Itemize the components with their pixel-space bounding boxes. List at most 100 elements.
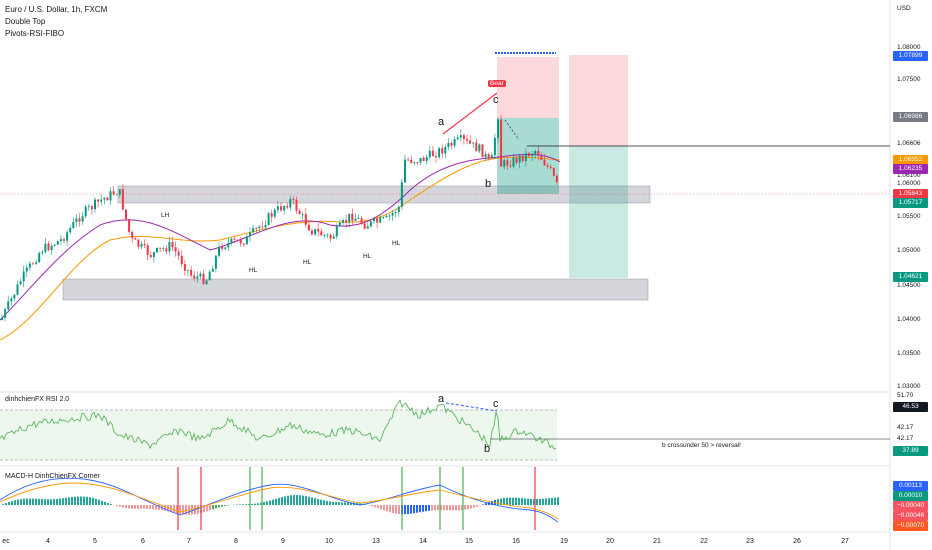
candle [25,267,28,272]
macd-bar [323,500,325,505]
candle [143,243,146,246]
price-tick: 1.03000 [897,383,921,390]
price-tag-ma-fast: 1.06235 [893,164,928,174]
candle [261,226,264,228]
candle [270,213,273,217]
macd-bar [110,504,112,505]
support-zone-lower[interactable] [62,278,649,301]
macd-bar [221,505,223,507]
candle [125,209,127,220]
candle [280,206,282,211]
candle [193,275,196,279]
macd-bar [431,505,433,511]
macd-bar [185,505,187,515]
candle [50,245,53,251]
macd-bar [71,497,73,505]
position-risk-zone[interactable] [497,57,559,118]
position-risk-zone-2[interactable] [569,55,628,146]
macd-bar [41,499,43,505]
candle [283,206,286,211]
symbol-title[interactable]: Euro / U.S. Dollar, 1h, FXCM [5,5,108,14]
rsi-title[interactable]: dinhchienFX RSI 2.0 [5,396,70,403]
candle [7,301,10,310]
candle [407,159,410,161]
candle [32,263,34,265]
macd-tag: 0.00010 [893,491,928,501]
candles-series[interactable] [1,115,558,321]
macd-bar [374,505,376,508]
rsi-label-b: b [484,443,491,455]
macd-bar [155,505,157,510]
candle [338,222,341,227]
macd-bar [521,498,523,505]
candle [202,273,205,285]
macd-bar [17,499,19,505]
candle [171,242,174,248]
macd-histogram [2,495,559,515]
macd-bar [491,501,493,505]
x-tick: 14 [419,538,427,545]
candle [245,236,248,245]
rsi-band [0,410,557,460]
support-zone-upper[interactable] [117,185,651,204]
pattern-label-a: a [438,116,445,128]
candle [199,273,202,277]
macd-bar [269,500,271,505]
macd-bar [317,498,319,505]
macd-bar [515,497,517,505]
candle [506,160,509,166]
x-tick: 13 [372,538,380,545]
candle [373,218,375,222]
macd-bar [104,501,106,505]
macd-bar [47,499,49,505]
x-tick: 4 [46,538,50,545]
macd-bar [410,505,412,514]
candle [428,150,431,158]
rsi-note: b crossunder 50 > reversal! [662,442,741,449]
candle [174,247,177,252]
candle [94,199,96,210]
macd-bar [350,502,352,505]
macd-bar [224,505,226,507]
candle [236,239,239,241]
macd-bar [458,505,460,511]
candle [500,119,503,167]
position-profit-zone-2[interactable] [569,146,628,278]
macd-bar [314,498,316,505]
pattern-line-ac [442,92,498,135]
macd-bar [377,505,379,509]
candle [84,206,87,217]
macd-bar [503,498,505,505]
macd-bar [140,505,142,509]
macd-bar [356,502,358,505]
candle [230,238,233,243]
macd-bar [533,498,535,505]
candle [273,209,276,217]
candle [475,142,478,152]
candle [385,215,388,218]
macd-bar [116,505,118,507]
candle [109,191,112,201]
candle [332,236,335,239]
indicator-double-top[interactable]: Double Top [5,17,46,26]
candle [512,157,515,167]
macd-bar [551,497,553,505]
macd-bar [305,496,307,505]
macd-bar [407,505,409,514]
candle [400,182,403,207]
candle [159,247,162,249]
candle [394,212,397,214]
candle [546,165,549,167]
macd-bar [443,505,445,511]
macd-bar [452,505,454,511]
macd-bar [344,502,346,505]
macd-bar [125,505,127,509]
macd-bar [326,500,328,505]
macd-title[interactable]: MACD-H DinhChienFX Corner [5,473,100,480]
macd-bar [548,498,550,505]
macd-bar [254,503,256,505]
indicator-pivots[interactable]: Pivots-RSI-FIBO [5,29,65,38]
macd-tag: 0.00113 [893,481,928,491]
macd-bar [308,496,310,505]
